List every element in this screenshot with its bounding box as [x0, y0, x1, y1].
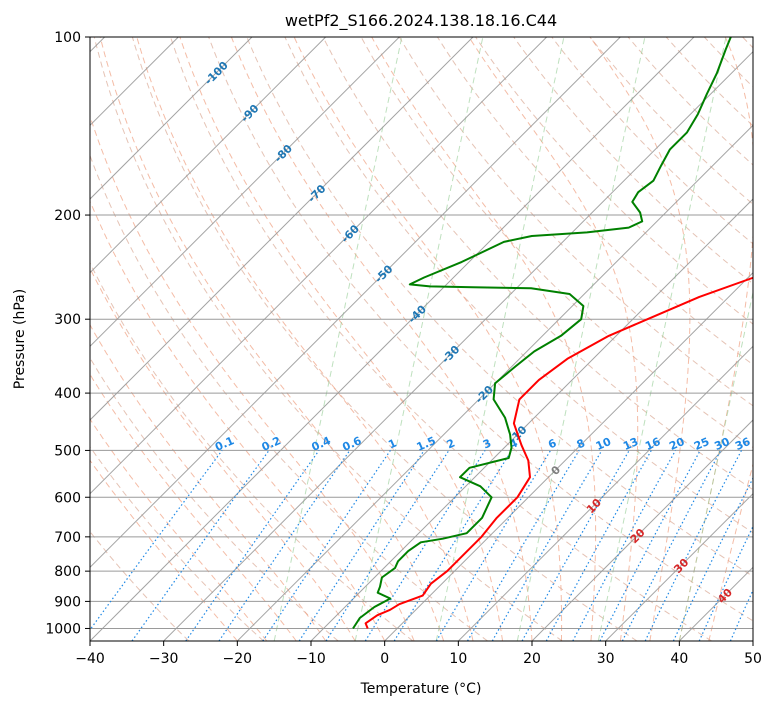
chart-title: wetPf2_S166.2024.138.18.16.C44: [285, 11, 557, 31]
y-tick-label: 400: [54, 386, 81, 402]
x-tick-label: 40: [670, 651, 688, 667]
x-tick-label: 30: [597, 651, 615, 667]
x-tick-label: −10: [296, 651, 326, 667]
y-axis-title: Pressure (hPa): [12, 289, 28, 389]
x-tick-label: 50: [744, 651, 762, 667]
y-tick-label: 700: [54, 530, 81, 546]
x-tick-label: 20: [523, 651, 541, 667]
y-tick-label: 900: [54, 594, 81, 610]
y-tick-label: 300: [54, 312, 81, 328]
x-tick-label: −30: [149, 651, 179, 667]
y-tick-label: 500: [54, 443, 81, 459]
x-tick-label: 10: [449, 651, 467, 667]
y-tick-label: 100: [54, 30, 81, 46]
y-tick-label: 1000: [45, 621, 81, 637]
x-tick-label: 0: [380, 651, 389, 667]
y-tick-label: 600: [54, 490, 81, 506]
y-tick-label: 800: [54, 564, 81, 580]
y-tick-label: 200: [54, 208, 81, 224]
x-tick-label: −20: [223, 651, 253, 667]
x-tick-label: −40: [75, 651, 105, 667]
x-axis-title: Temperature (°C): [360, 681, 482, 697]
